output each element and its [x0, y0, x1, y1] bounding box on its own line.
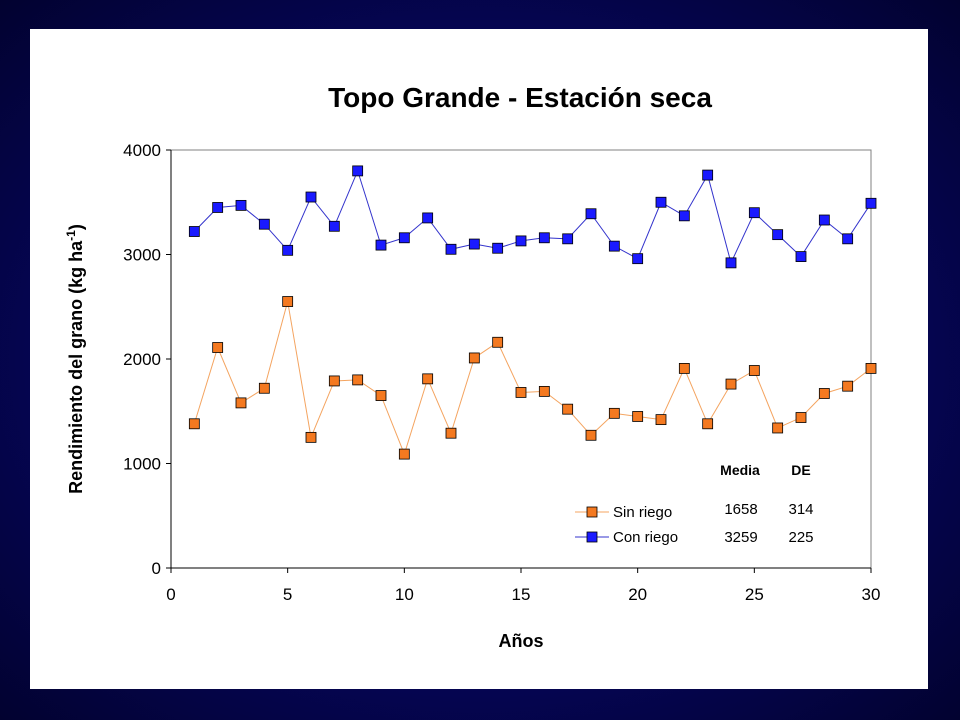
data-point-con-riego [258, 218, 270, 230]
data-point-con-riego [398, 232, 410, 244]
y-axis-label-close: ) [66, 224, 86, 230]
stats-media-sin-riego: 1658 [724, 501, 757, 518]
stats-header-de: DE [791, 462, 810, 478]
axes: 0 1000 2000 3000 4000 0 5 10 15 20 25 30 [123, 141, 880, 604]
data-point-con-riego [328, 220, 340, 232]
series-layer [188, 165, 877, 460]
x-tick-label: 5 [283, 585, 292, 604]
data-point-con-riego [188, 226, 200, 237]
y-tick-label: 0 [152, 559, 161, 578]
x-axis-label: Años [499, 631, 544, 651]
data-point-sin-riego [795, 412, 807, 423]
data-point-sin-riego [212, 342, 224, 353]
data-point-sin-riego [818, 388, 830, 399]
data-point-sin-riego [562, 403, 574, 415]
data-point-con-riego [842, 233, 854, 245]
data-point-con-riego [305, 191, 317, 203]
data-point-sin-riego [632, 411, 644, 422]
series-line-sin-riego [193, 301, 872, 456]
data-point-con-riego [235, 199, 247, 211]
data-point-sin-riego [422, 373, 434, 385]
data-point-con-riego [632, 253, 644, 265]
x-tick-label: 30 [862, 585, 881, 604]
data-point-sin-riego [468, 352, 480, 364]
data-point-sin-riego [865, 363, 877, 374]
data-point-sin-riego [702, 418, 714, 430]
data-point-sin-riego [375, 390, 387, 401]
stats-de-sin-riego: 314 [788, 501, 813, 518]
data-point-sin-riego [188, 418, 200, 430]
data-point-con-riego [562, 233, 574, 245]
data-point-con-riego [678, 210, 690, 222]
y-axis-label-sup: -1 [64, 230, 78, 241]
y-tick-label: 3000 [123, 246, 161, 265]
data-point-sin-riego [725, 378, 737, 390]
data-point-sin-riego [585, 429, 597, 441]
data-point-con-riego [468, 238, 480, 250]
data-point-con-riego [655, 196, 667, 208]
y-axis-label-text: Rendimiento del grano (kg ha [66, 240, 86, 494]
data-point-sin-riego [352, 374, 364, 386]
slide: Topo Grande - Estación seca 0 1000 2000 300… [30, 29, 928, 689]
data-point-sin-riego [282, 296, 294, 307]
stats-media-con-riego: 3259 [724, 529, 757, 546]
data-point-con-riego [748, 207, 760, 219]
data-point-sin-riego [515, 387, 527, 398]
data-point-con-riego [772, 229, 784, 241]
data-point-sin-riego [398, 448, 410, 460]
x-tick-label: 20 [628, 585, 647, 604]
legend-marker-con-riego [586, 531, 598, 543]
data-point-con-riego [795, 251, 807, 262]
data-point-sin-riego [772, 422, 784, 434]
series-con-riego [188, 165, 877, 269]
data-point-con-riego [608, 240, 620, 252]
data-point-sin-riego [678, 363, 690, 374]
chart-title: Topo Grande - Estación seca [328, 82, 712, 113]
legend-label-sin-riego: Sin riego [613, 504, 672, 521]
data-point-con-riego [865, 197, 877, 209]
data-point-sin-riego [235, 397, 247, 409]
legend: Media DE Sin riego 1658 314 Con riego 32… [575, 462, 814, 546]
data-point-sin-riego [445, 427, 457, 439]
data-point-con-riego [422, 212, 434, 224]
data-point-con-riego [375, 239, 387, 251]
data-point-sin-riego [655, 414, 667, 426]
data-point-con-riego [725, 257, 737, 269]
x-tick-label: 15 [512, 585, 531, 604]
data-point-sin-riego [842, 380, 854, 392]
y-tick-label: 1000 [123, 455, 161, 474]
data-point-sin-riego [258, 382, 270, 394]
data-point-con-riego [352, 165, 364, 177]
series-sin-riego [188, 296, 877, 460]
y-tick-label: 4000 [123, 141, 161, 160]
data-point-con-riego [212, 202, 224, 213]
x-tick-label: 0 [166, 585, 175, 604]
y-axis-label: Rendimiento del grano (kg ha-1) [64, 224, 86, 494]
data-point-con-riego [702, 169, 714, 181]
data-point-sin-riego [748, 365, 760, 376]
chart: Topo Grande - Estación seca 010002000300… [64, 82, 880, 651]
data-point-sin-riego [492, 336, 504, 348]
x-tick-label: 10 [395, 585, 414, 604]
data-point-sin-riego [305, 431, 317, 443]
stats-de-con-riego: 225 [788, 529, 813, 546]
plot-area [170, 149, 872, 569]
data-point-con-riego [445, 243, 457, 255]
stats-header-media: Media [720, 462, 760, 478]
data-point-con-riego [585, 208, 597, 220]
data-point-con-riego [818, 214, 830, 226]
y-tick-label: 2000 [123, 350, 161, 369]
data-point-con-riego [492, 242, 504, 254]
data-point-con-riego [515, 235, 527, 247]
legend-marker-sin-riego [586, 506, 598, 518]
legend-label-con-riego: Con riego [613, 529, 678, 546]
data-point-con-riego [282, 244, 294, 256]
data-point-con-riego [538, 232, 550, 244]
data-point-sin-riego [608, 407, 620, 419]
data-point-sin-riego [538, 385, 550, 397]
data-point-sin-riego [328, 375, 340, 387]
x-tick-label: 25 [745, 585, 764, 604]
